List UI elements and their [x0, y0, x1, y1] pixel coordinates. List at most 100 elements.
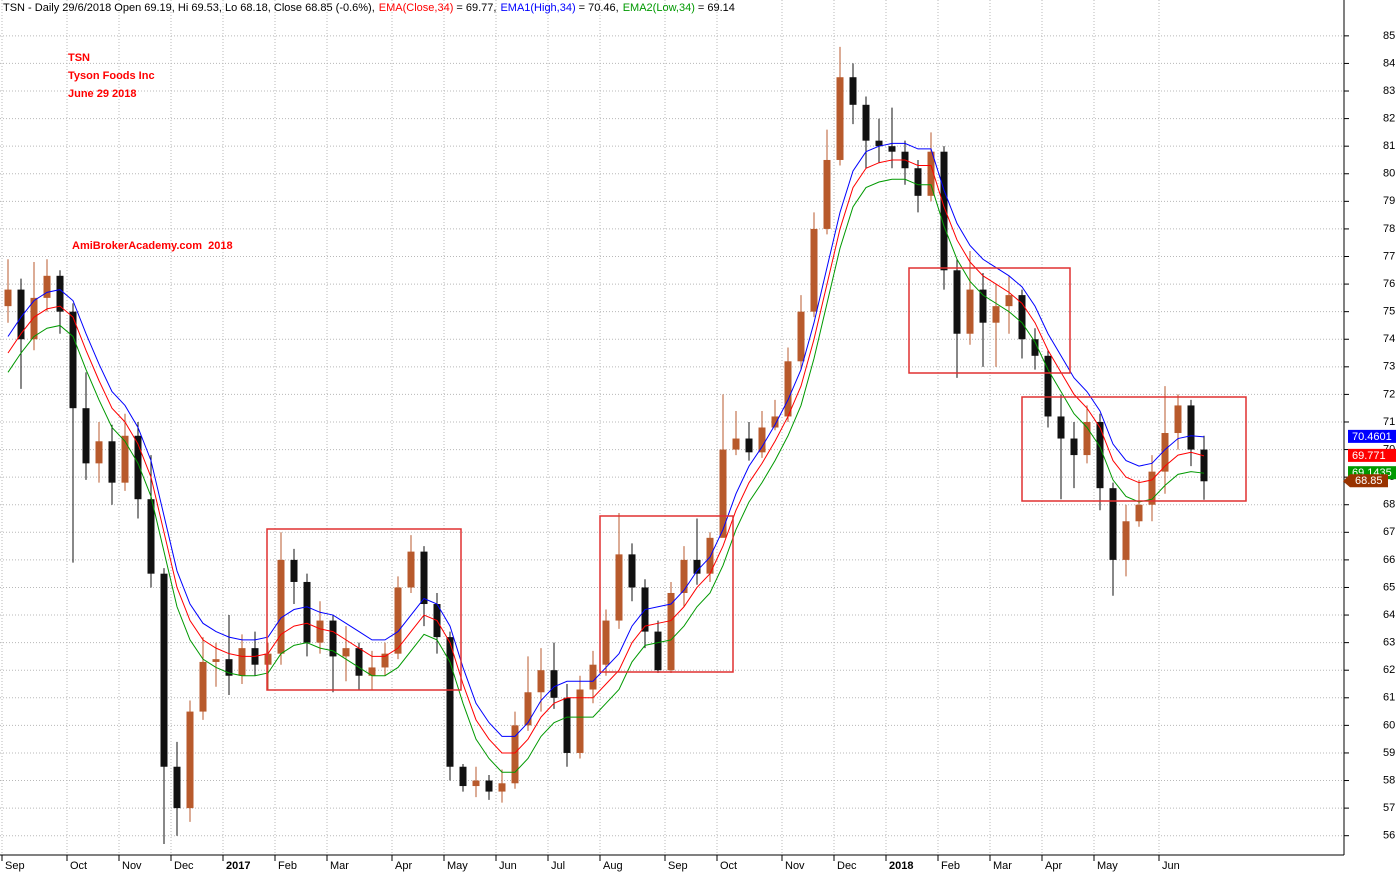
y-tick-label: 57 [1383, 802, 1395, 814]
ema-line [7, 178, 1205, 773]
candle-body [1174, 405, 1182, 434]
candle-body [43, 275, 51, 298]
candle-body [69, 311, 77, 409]
highlight-box [599, 515, 734, 673]
y-tick-label: 82 [1383, 113, 1395, 125]
candle-body [1044, 355, 1052, 417]
candle-body [368, 667, 376, 676]
candle-body [1148, 471, 1156, 505]
x-tick-label: May [447, 860, 468, 872]
candle-body [329, 620, 337, 657]
legend-value: = 69.77, [456, 2, 496, 14]
annotation: Tyson Foods Inc [68, 70, 155, 82]
candle-body [1031, 339, 1039, 356]
y-tick-label: 56 [1383, 830, 1395, 842]
candle-body [953, 270, 961, 334]
y-tick-label: 64 [1383, 609, 1395, 621]
x-tick-label: Feb [278, 860, 297, 872]
x-tick-label: Feb [941, 860, 960, 872]
candle-body [446, 637, 454, 767]
x-tick-label: Dec [174, 860, 194, 872]
ema-line [7, 159, 1205, 754]
close-badge [1343, 474, 1388, 488]
grid [0, 0, 1344, 855]
x-tick-label: Jun [1162, 860, 1180, 872]
candle-body [1057, 416, 1065, 439]
candle-body [355, 648, 363, 676]
value-badge-label: 70.4601 [1352, 431, 1392, 443]
highlight-box [1021, 396, 1247, 502]
candle-body [797, 311, 805, 362]
candle-body [680, 559, 688, 593]
x-tick-label: Mar [993, 860, 1012, 872]
x-tick-label: Aug [603, 860, 623, 872]
x-tick-label: Sep [5, 860, 25, 872]
candle-body [1018, 295, 1026, 340]
candle-body [537, 670, 545, 693]
candle-body [875, 140, 883, 147]
x-tick-label: Oct [70, 860, 87, 872]
candle-body [277, 559, 285, 654]
candle-body [134, 435, 142, 500]
candle-body [1096, 421, 1104, 489]
candle-body [186, 711, 194, 809]
candle-body [342, 648, 350, 657]
candle-body [927, 151, 935, 196]
candle-body [498, 783, 506, 792]
highlight-box [908, 267, 1071, 374]
y-tick-label: 77 [1383, 250, 1395, 262]
candle-body [264, 653, 272, 665]
candle-body [589, 664, 597, 690]
candle-body [771, 416, 779, 428]
y-tick-label: 85 [1383, 30, 1395, 42]
candle-body [615, 554, 623, 621]
candle-body [524, 692, 532, 726]
candle-body [940, 151, 948, 271]
legend-value: = 69.14 [698, 2, 735, 14]
candle-body [56, 275, 64, 312]
candle-body [602, 620, 610, 665]
candle-body [420, 551, 428, 605]
candle-body [238, 648, 246, 676]
y-tick-label: 80 [1383, 168, 1395, 180]
y-tick-label: 67 [1383, 526, 1395, 538]
candle-body [563, 697, 571, 753]
candle-body [745, 438, 753, 453]
value-badge-label: 69.771 [1352, 450, 1386, 462]
candle-body [667, 592, 675, 671]
candle-body [992, 306, 1000, 323]
candle-body [316, 620, 324, 643]
candle-body [121, 435, 129, 483]
candle-body [1083, 421, 1091, 456]
candle-body [1070, 438, 1078, 456]
value-badge [1348, 429, 1396, 443]
candle-body [17, 289, 25, 340]
candle-body [654, 631, 662, 671]
candle-body [212, 659, 220, 662]
x-tick-label: 2018 [889, 860, 913, 872]
plot [4, 46, 1208, 844]
candle-body [849, 77, 857, 105]
candle-body [30, 297, 38, 340]
legend-name: EMA(Close,34) [379, 2, 454, 14]
y-tick-label: 74 [1383, 333, 1395, 345]
candle-body [511, 725, 519, 784]
candle-body [472, 780, 480, 787]
annotation: June 29 2018 [68, 88, 137, 100]
candle-body [810, 228, 818, 312]
candle-body [862, 104, 870, 141]
candle-body [147, 499, 155, 574]
candle-body [576, 689, 584, 753]
candle-body [628, 554, 636, 588]
y-tick-label: 78 [1383, 223, 1395, 235]
axes: 5657585960616263646566676869707172737475… [1, 30, 1395, 872]
candle-body [225, 659, 233, 676]
close-badge-label: 68.85 [1355, 475, 1383, 487]
value-badge [1348, 448, 1396, 462]
candle-body [823, 159, 831, 229]
y-tick-label: 76 [1383, 278, 1395, 290]
y-tick-label: 68 [1383, 499, 1395, 511]
candle-body [407, 551, 415, 588]
candle-body [706, 537, 714, 574]
